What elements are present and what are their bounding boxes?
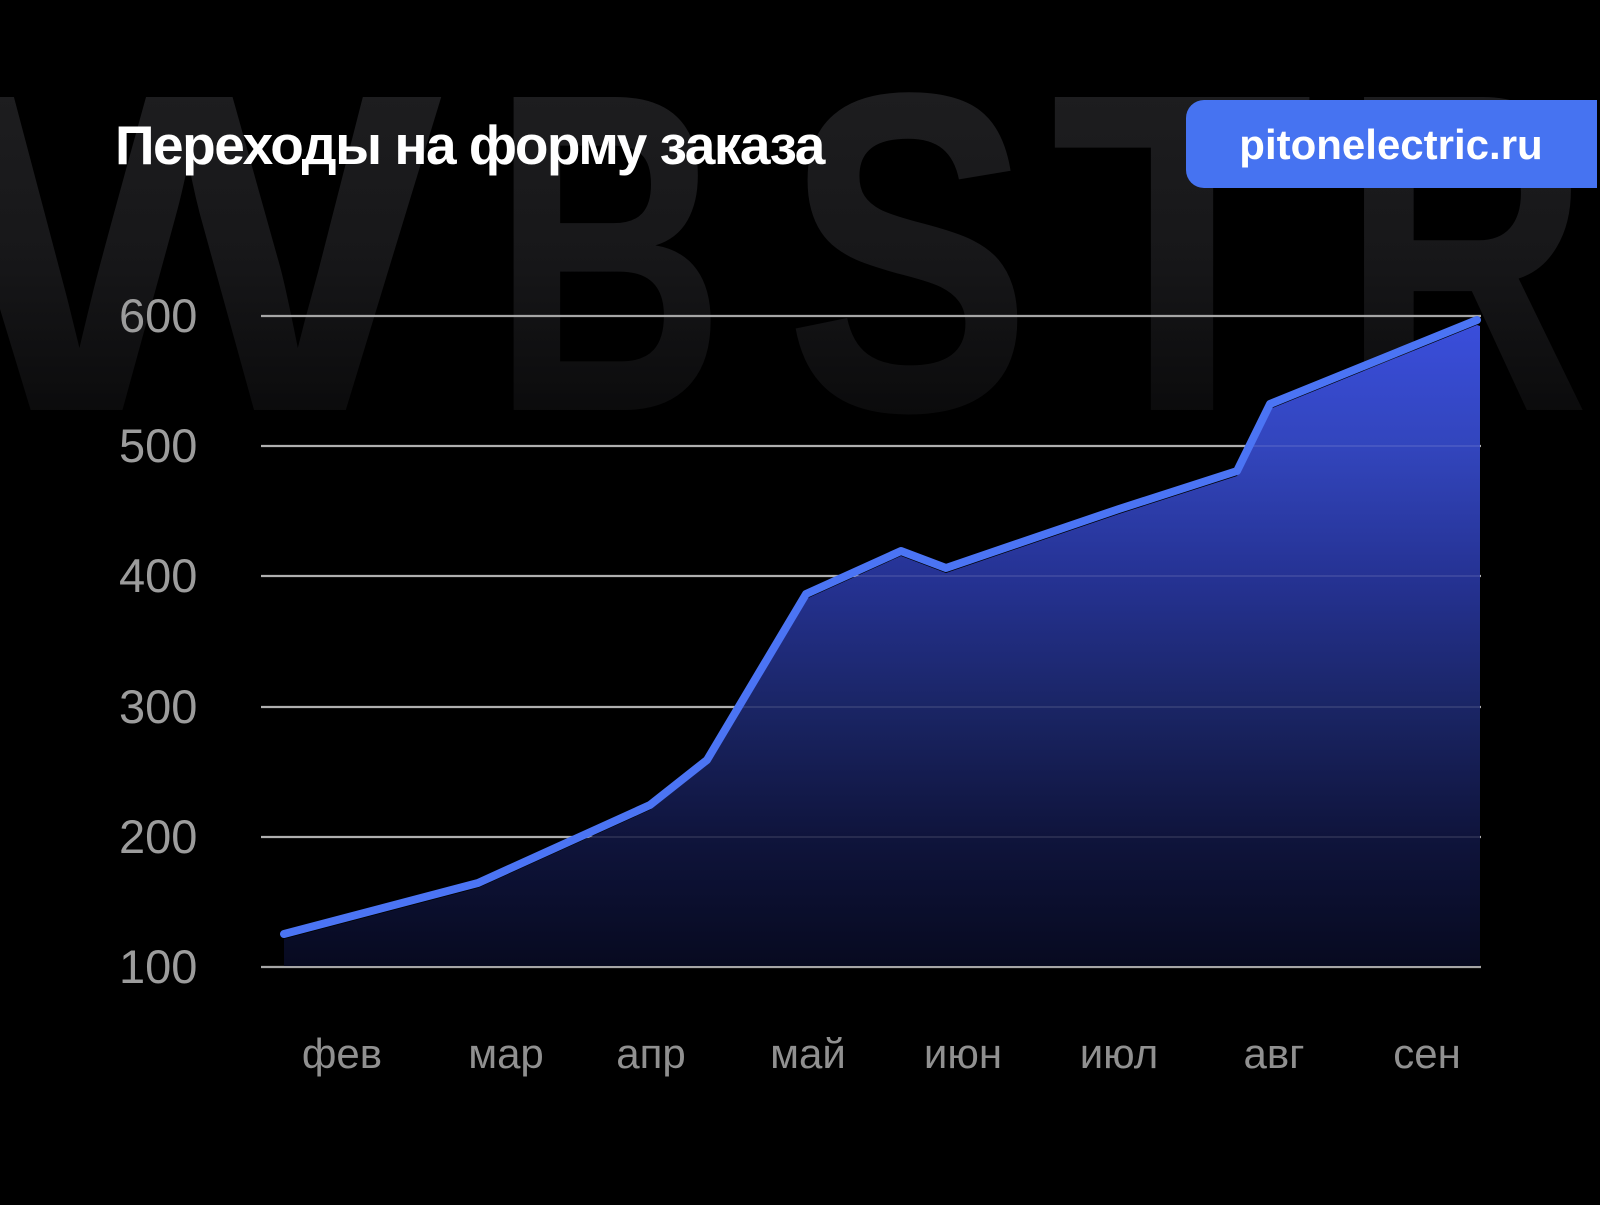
svg-text:pitonelectric.ru: pitonelectric.ru [1239, 121, 1542, 168]
svg-text:100: 100 [119, 940, 197, 993]
svg-text:400: 400 [119, 549, 197, 602]
svg-text:S: S [785, 0, 1032, 507]
svg-text:W: W [0, 0, 447, 507]
svg-text:Переходы на форму заказа: Переходы на форму заказа [115, 114, 826, 176]
svg-text:мар: мар [468, 1030, 544, 1077]
svg-text:200: 200 [119, 810, 197, 863]
svg-text:B: B [492, 0, 725, 507]
svg-text:июн: июн [924, 1030, 1002, 1077]
svg-text:500: 500 [119, 419, 197, 472]
svg-text:июл: июл [1080, 1030, 1159, 1077]
svg-text:300: 300 [119, 680, 197, 733]
svg-text:авг: авг [1244, 1030, 1305, 1077]
svg-text:600: 600 [119, 289, 197, 342]
svg-text:фев: фев [302, 1030, 382, 1077]
svg-text:апр: апр [616, 1030, 685, 1077]
svg-text:сен: сен [1393, 1030, 1461, 1077]
svg-text:май: май [770, 1030, 846, 1077]
